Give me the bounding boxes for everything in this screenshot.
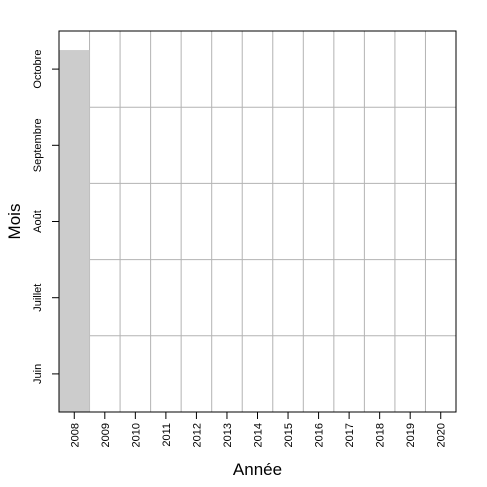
x-tick-label: 2020 — [436, 423, 448, 447]
x-tick-label: 2013 — [222, 423, 234, 447]
x-tick-label: 2019 — [405, 423, 417, 447]
y-tick-label: Août — [32, 210, 44, 233]
x-tick-label: 2015 — [283, 423, 295, 447]
y-tick-label: Septembre — [32, 118, 44, 172]
bar-2008 — [59, 50, 90, 413]
y-tick-label: Juin — [32, 364, 44, 384]
x-tick-label: 2008 — [69, 423, 81, 447]
x-tick-label: 2018 — [375, 423, 387, 447]
y-axis-title: Mois — [5, 204, 24, 240]
plot-frame — [58, 30, 457, 413]
x-tick-label: 2011 — [161, 423, 173, 447]
y-axis-ticks: Juin Juillet Août Septembre Octobre — [32, 50, 59, 384]
x-axis-title: Année — [233, 460, 282, 479]
y-tick-label: Octobre — [32, 50, 44, 89]
x-tick-label: 2010 — [130, 423, 142, 447]
x-tick-label: 2012 — [191, 423, 203, 447]
x-tick-label: 2016 — [314, 423, 326, 447]
x-axis-ticks: 2008 2009 2010 2011 2012 2013 2014 2015 2016 2017… — [69, 412, 448, 447]
grid-lines — [59, 31, 456, 412]
x-tick-label: 2017 — [344, 423, 356, 447]
x-tick-label: 2009 — [100, 423, 112, 447]
bars — [59, 50, 90, 413]
y-tick-label: Juillet — [32, 284, 44, 312]
x-tick-label: 2014 — [253, 423, 265, 447]
